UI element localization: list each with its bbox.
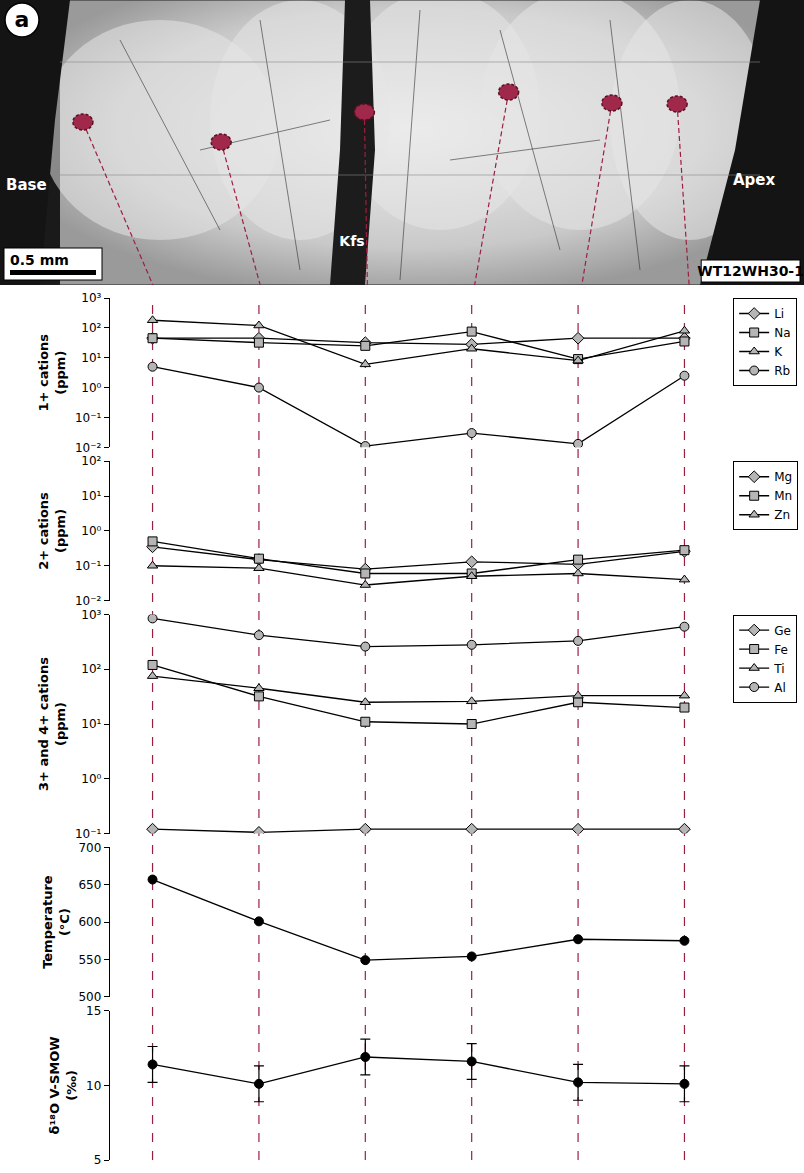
svg-text:550: 550 bbox=[78, 953, 101, 967]
svg-text:10⁻¹: 10⁻¹ bbox=[75, 827, 102, 841]
svg-text:Kfs: Kfs bbox=[339, 233, 364, 249]
svg-text:10²: 10² bbox=[81, 321, 101, 335]
svg-text:10: 10 bbox=[86, 1079, 101, 1093]
svg-text:10⁻²: 10⁻² bbox=[75, 594, 102, 608]
svg-text:10⁻¹: 10⁻¹ bbox=[75, 559, 102, 573]
svg-text:3+ and 4+ cations(ppm): 3+ and 4+ cations(ppm) bbox=[36, 657, 68, 791]
svg-text:1+ cations(ppm): 1+ cations(ppm) bbox=[36, 334, 68, 412]
svg-text:10⁰: 10⁰ bbox=[81, 524, 101, 538]
svg-text:10⁰: 10⁰ bbox=[81, 381, 101, 395]
svg-text:10¹: 10¹ bbox=[81, 717, 101, 731]
svg-text:δ¹⁸O V-SMOW(‰): δ¹⁸O V-SMOW(‰) bbox=[47, 1036, 79, 1134]
svg-text:500: 500 bbox=[78, 990, 101, 1004]
svg-text:0.5 mm: 0.5 mm bbox=[10, 252, 69, 268]
svg-text:Temperature(°C): Temperature(°C) bbox=[40, 875, 72, 969]
svg-text:10³: 10³ bbox=[81, 608, 101, 622]
svg-text:Rb: Rb bbox=[774, 364, 790, 378]
svg-text:WT12WH30-1: WT12WH30-1 bbox=[697, 263, 804, 279]
svg-text:10⁻¹: 10⁻¹ bbox=[75, 411, 102, 425]
svg-text:Apex: Apex bbox=[733, 171, 776, 189]
svg-text:K: K bbox=[774, 345, 783, 359]
svg-text:15: 15 bbox=[86, 1004, 101, 1018]
svg-text:Zn: Zn bbox=[774, 508, 790, 522]
svg-text:10⁰: 10⁰ bbox=[81, 772, 101, 786]
svg-text:650: 650 bbox=[78, 878, 101, 892]
svg-text:10¹: 10¹ bbox=[81, 351, 101, 365]
svg-text:Ge: Ge bbox=[774, 624, 791, 638]
svg-text:Na: Na bbox=[774, 326, 790, 340]
svg-text:2+ cations(ppm): 2+ cations(ppm) bbox=[36, 492, 68, 570]
svg-text:Li: Li bbox=[774, 307, 784, 321]
svg-text:700: 700 bbox=[78, 841, 101, 855]
svg-text:a: a bbox=[15, 7, 30, 32]
svg-text:10²: 10² bbox=[81, 662, 101, 676]
svg-text:5: 5 bbox=[94, 1153, 102, 1167]
svg-text:Mn: Mn bbox=[774, 489, 792, 503]
svg-text:Al: Al bbox=[774, 681, 786, 695]
svg-text:10⁻²: 10⁻² bbox=[75, 441, 102, 455]
svg-text:Base: Base bbox=[6, 176, 47, 194]
svg-text:10¹: 10¹ bbox=[81, 489, 101, 503]
svg-text:Mg: Mg bbox=[774, 470, 792, 484]
svg-text:Fe: Fe bbox=[774, 643, 788, 657]
svg-text:10³: 10³ bbox=[81, 291, 101, 305]
svg-text:600: 600 bbox=[78, 915, 101, 929]
svg-text:Ti: Ti bbox=[773, 662, 784, 676]
svg-text:10²: 10² bbox=[81, 454, 101, 468]
